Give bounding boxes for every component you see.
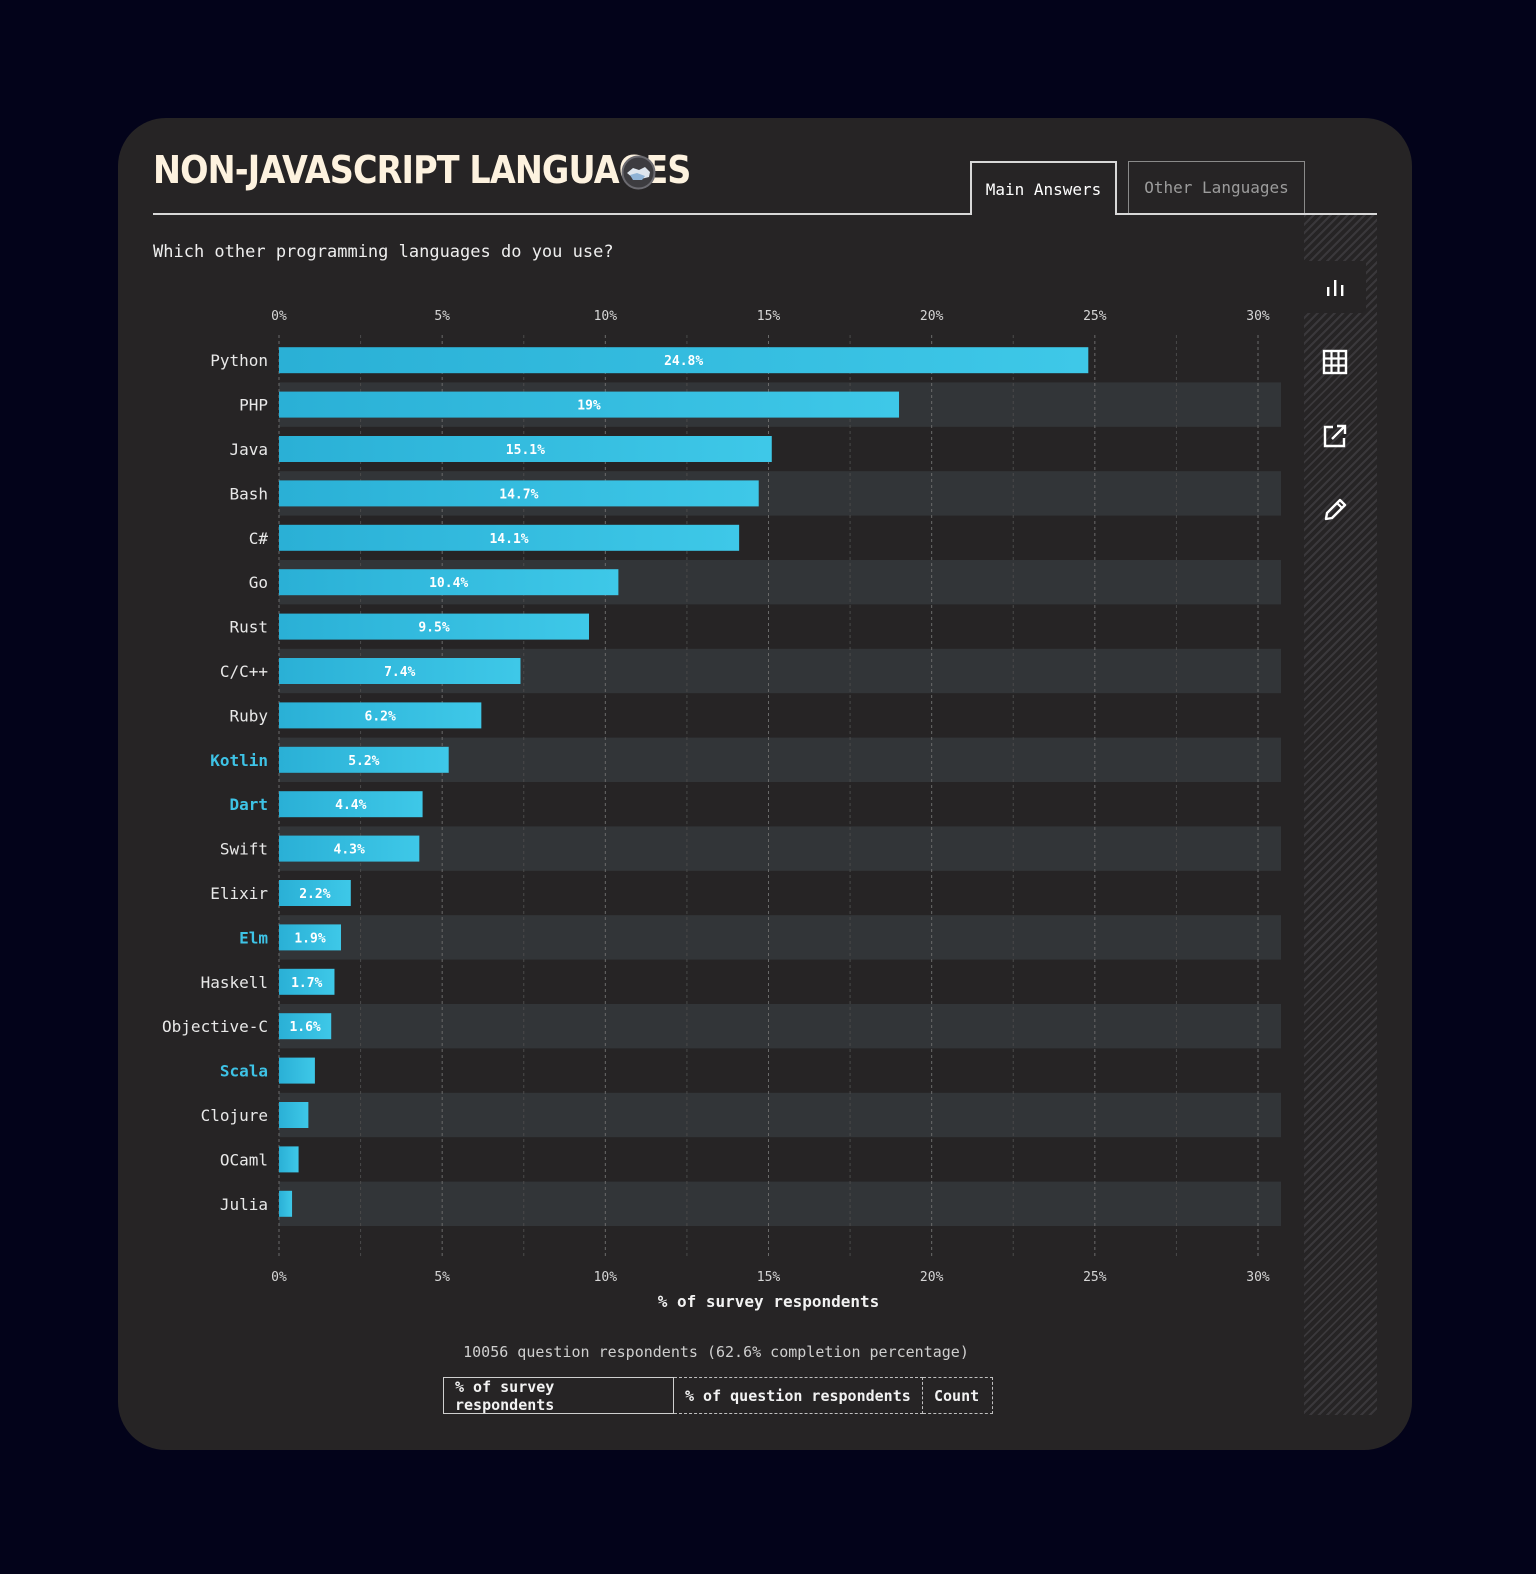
category-label: Julia	[220, 1195, 268, 1214]
bar-value-label: 10.4%	[429, 576, 468, 591]
bar	[279, 880, 351, 906]
globe-icon[interactable]	[621, 155, 656, 190]
category-label: Rust	[229, 618, 268, 637]
x-tick-label-bottom: 30%	[1246, 1270, 1270, 1285]
page-title: NON-JAVASCRIPT LANGUAGES	[153, 148, 691, 192]
bar	[279, 436, 772, 462]
bar	[279, 1102, 309, 1128]
bar	[279, 1057, 315, 1084]
x-tick-label-top: 0%	[271, 309, 287, 324]
chart-card: NON-JAVASCRIPT LANGUAGES Main Answers Ot…	[118, 118, 1412, 1450]
x-tick-label-bottom: 25%	[1083, 1270, 1107, 1285]
tab-other-languages[interactable]: Other Languages	[1128, 161, 1305, 213]
bar-value-label: 1.6%	[289, 1020, 320, 1035]
bar-value-label: 24.8%	[664, 354, 703, 369]
unit-count-button[interactable]: Count	[923, 1377, 993, 1414]
respondents-summary: 10056 question respondents (62.6% comple…	[463, 1343, 969, 1361]
bar-value-label: 15.1%	[506, 443, 545, 458]
category-label: Ruby	[229, 706, 268, 725]
category-label: Swift	[220, 840, 268, 859]
bar-value-label: 1.7%	[291, 976, 322, 991]
edit-button[interactable]	[1304, 484, 1366, 536]
unit-switcher: % of survey respondents % of question re…	[443, 1377, 993, 1414]
bar	[279, 924, 342, 951]
category-label: Elixir	[210, 884, 268, 903]
bar	[279, 791, 423, 818]
category-label: C/C++	[220, 662, 268, 681]
table-view-button[interactable]	[1304, 336, 1366, 388]
bar	[279, 658, 521, 684]
x-tick-label-bottom: 5%	[434, 1270, 450, 1285]
category-label: Clojure	[201, 1106, 268, 1125]
pencil-icon	[1324, 498, 1347, 521]
tab-main-answers[interactable]: Main Answers	[970, 161, 1117, 215]
x-tick-label-bottom: 0%	[271, 1270, 287, 1285]
view-switcher-panel	[1304, 215, 1377, 1415]
bar	[279, 524, 740, 551]
category-label: Bash	[229, 484, 268, 503]
table-icon	[1322, 349, 1348, 375]
external-link-icon	[1323, 424, 1347, 448]
x-tick-label-bottom: 15%	[757, 1270, 781, 1285]
category-label: Objective-C	[162, 1017, 268, 1036]
bar	[279, 1146, 299, 1173]
bar	[279, 613, 590, 640]
x-tick-label-top: 15%	[757, 309, 781, 324]
row-band	[279, 915, 1281, 960]
bar-value-label: 14.1%	[489, 532, 528, 547]
x-tick-label-top: 30%	[1246, 309, 1270, 324]
row-band	[279, 1092, 1281, 1138]
bar-value-label: 14.7%	[499, 487, 538, 502]
row-band	[279, 1004, 1281, 1049]
bar-value-label: 19%	[577, 399, 601, 414]
category-label: OCaml	[220, 1150, 268, 1169]
category-label: Dart	[229, 795, 268, 814]
category-label: Kotlin	[210, 751, 268, 770]
x-axis-title: % of survey respondents	[658, 1292, 880, 1311]
chart-view-button[interactable]	[1304, 261, 1366, 313]
bar	[279, 702, 482, 729]
category-label: Python	[210, 351, 268, 370]
bar-value-label: 4.4%	[335, 798, 366, 813]
category-label: Elm	[239, 928, 268, 947]
bar	[279, 347, 1089, 374]
x-tick-label-top: 25%	[1083, 309, 1107, 324]
category-label: Go	[249, 573, 268, 592]
category-label: PHP	[239, 396, 268, 415]
unit-survey-respondents-button[interactable]: % of survey respondents	[443, 1377, 674, 1414]
question-text: Which other programming languages do you…	[153, 242, 614, 262]
x-tick-label-top: 5%	[434, 309, 450, 324]
x-tick-label-top: 20%	[920, 309, 944, 324]
bar	[279, 1013, 332, 1040]
x-tick-label-bottom: 10%	[594, 1270, 618, 1285]
x-tick-label-top: 10%	[594, 309, 618, 324]
bar-value-label: 2.2%	[299, 887, 330, 902]
bar-value-label: 6.2%	[365, 709, 396, 724]
category-label: Haskell	[201, 973, 268, 992]
bar	[279, 746, 449, 773]
bar	[279, 480, 759, 507]
share-button[interactable]	[1304, 410, 1366, 462]
tab-divider	[153, 213, 1377, 215]
unit-question-respondents-button[interactable]: % of question respondents	[674, 1377, 923, 1414]
bar-value-label: 1.9%	[294, 931, 325, 946]
bar-value-label: 9.5%	[418, 621, 449, 636]
bar	[279, 391, 900, 418]
bar-value-label: 7.4%	[384, 665, 415, 680]
bar-value-label: 5.2%	[348, 754, 379, 769]
bar	[279, 968, 335, 995]
category-label: Scala	[220, 1062, 268, 1081]
bar-value-label: 4.3%	[334, 843, 365, 858]
bar-chart-icon	[1327, 280, 1344, 296]
bar	[279, 835, 420, 862]
row-band	[279, 826, 1281, 871]
bar	[279, 1190, 293, 1217]
category-label: C#	[249, 529, 269, 548]
category-label: Java	[229, 440, 268, 459]
row-band	[279, 1181, 1281, 1226]
x-tick-label-bottom: 20%	[920, 1270, 944, 1285]
bar-chart: 0% 0% 5% 5% 10% 10% 15% 15% 20% 20% 25% 25% 30% 30% Py…	[162, 309, 1281, 1311]
bar	[279, 569, 619, 596]
